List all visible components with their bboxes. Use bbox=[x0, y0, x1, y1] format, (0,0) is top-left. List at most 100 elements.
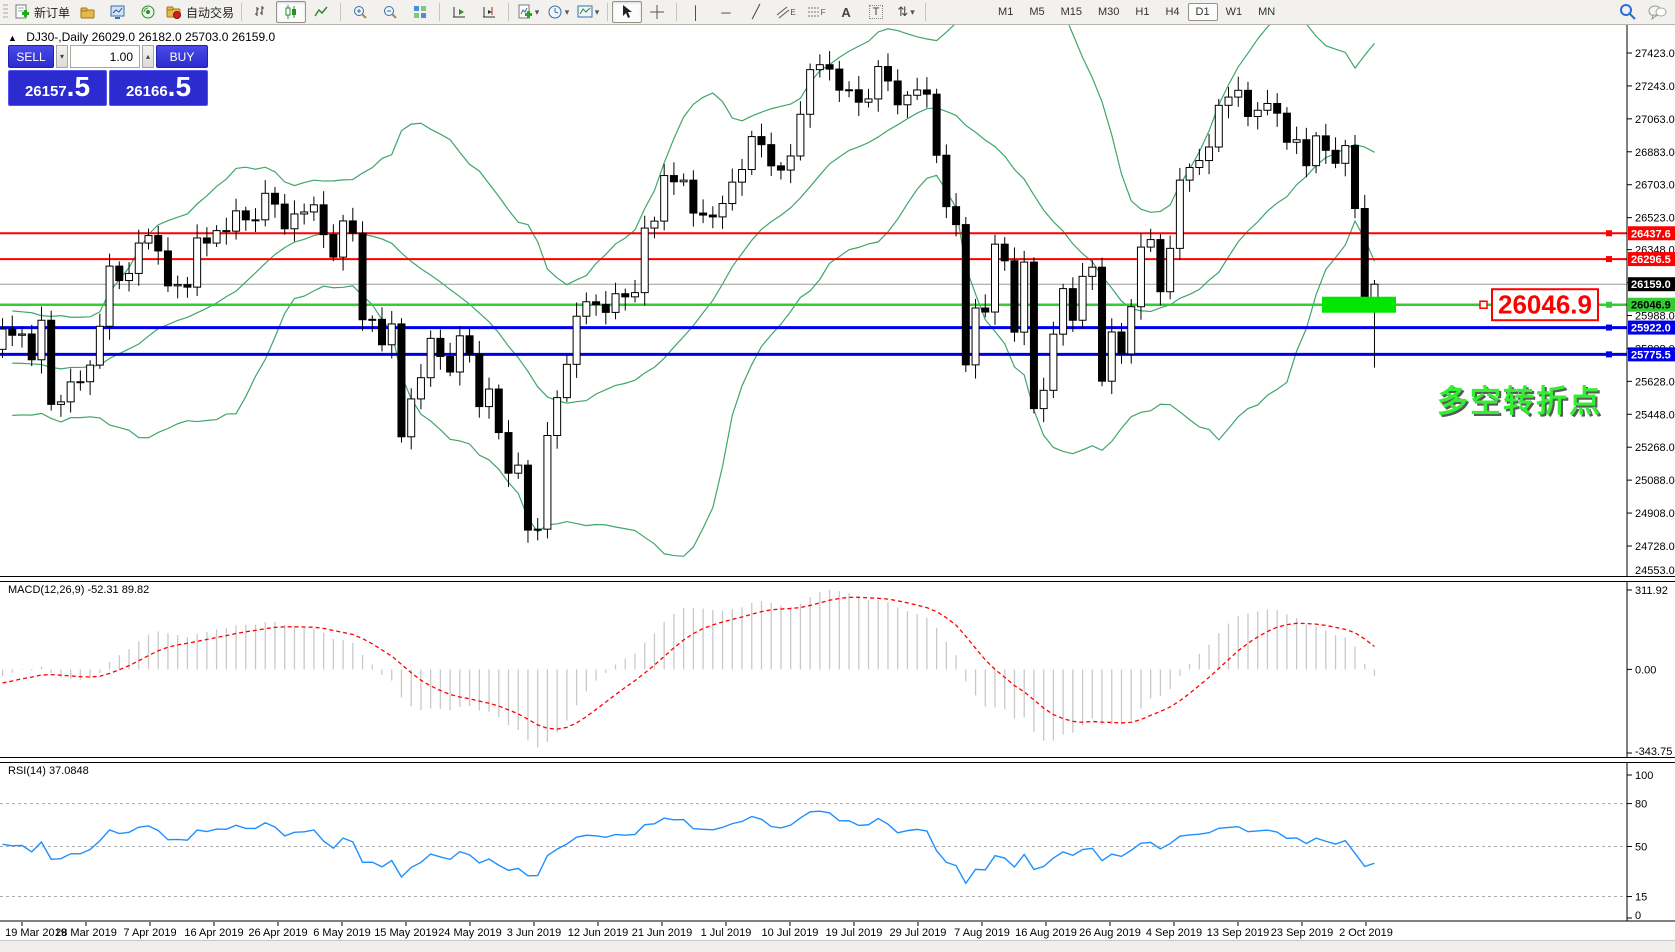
new-order-button[interactable]: 新订单 bbox=[11, 1, 73, 23]
cursor-tool-button[interactable] bbox=[612, 1, 643, 23]
buy-button[interactable]: BUY bbox=[156, 45, 208, 68]
candle bbox=[105, 265, 114, 327]
timeframe-m30[interactable]: M30 bbox=[1098, 6, 1120, 18]
line-selection-marker bbox=[1479, 300, 1488, 309]
collapse-panel-arrow-icon[interactable]: ▲ bbox=[8, 33, 17, 43]
candle bbox=[47, 319, 56, 405]
fibonacci-tool-button[interactable]: F bbox=[801, 1, 831, 23]
auto-scroll-button[interactable] bbox=[444, 1, 474, 23]
market-watch-button[interactable] bbox=[103, 1, 133, 23]
price-tick-label: 24728.0 bbox=[1635, 541, 1675, 553]
candle bbox=[358, 232, 367, 321]
line-selection-marker bbox=[1606, 256, 1612, 263]
rsi-axis-label: 100 bbox=[1635, 770, 1653, 782]
sell-price-main: 26157 bbox=[24, 83, 67, 100]
candle bbox=[942, 154, 951, 208]
candle bbox=[611, 293, 620, 313]
vertical-line-tool-button[interactable]: │ bbox=[681, 1, 711, 23]
candle bbox=[1214, 104, 1223, 148]
candle bbox=[183, 284, 192, 288]
price-tick-label: 26523.0 bbox=[1635, 213, 1675, 225]
market-watch-icon bbox=[110, 5, 125, 19]
timeframe-mn[interactable]: MN bbox=[1258, 6, 1276, 18]
timeframe-m15[interactable]: M15 bbox=[1060, 6, 1082, 18]
line-chart-button[interactable] bbox=[306, 1, 336, 23]
candle bbox=[173, 284, 182, 287]
text-label-tool-button[interactable]: T bbox=[861, 1, 891, 23]
ohlc-readout: 26029.0 26182.0 25703.0 26159.0 bbox=[91, 30, 276, 44]
toolbar-grip[interactable] bbox=[3, 4, 8, 20]
signals-icon bbox=[141, 5, 155, 19]
toolbar-separator bbox=[607, 3, 609, 21]
buy-price-display[interactable]: 26166 .5 bbox=[109, 70, 208, 106]
trendline-tool-button[interactable]: ╱ bbox=[741, 1, 771, 23]
pane-divider[interactable] bbox=[0, 757, 1675, 763]
tile-windows-button[interactable] bbox=[405, 1, 435, 23]
candlestick-chart-button[interactable] bbox=[276, 1, 307, 23]
date-tick-label: 1 Jul 2019 bbox=[701, 927, 752, 939]
candle bbox=[18, 333, 26, 336]
candle bbox=[796, 113, 805, 157]
candle bbox=[1341, 145, 1350, 164]
crosshair-tool-button[interactable] bbox=[642, 1, 672, 23]
horizontal-line-tool-button[interactable]: ─ bbox=[711, 1, 741, 23]
one-click-trading-panel: SELL ▾ ▴ BUY 26157 .5 26166 .5 bbox=[8, 45, 208, 106]
timeframe-w1[interactable]: W1 bbox=[1225, 6, 1243, 18]
candle bbox=[66, 381, 75, 403]
rsi-line bbox=[2, 810, 1375, 885]
zoom-in-button[interactable] bbox=[345, 1, 375, 23]
profiles-icon bbox=[80, 7, 95, 19]
candle bbox=[1000, 243, 1009, 262]
search-icon[interactable] bbox=[1619, 3, 1637, 21]
candle bbox=[436, 337, 445, 357]
rsi-pane[interactable]: 100 80 50 15 0 bbox=[0, 761, 1675, 922]
profiles-button[interactable] bbox=[73, 1, 103, 23]
chart-window[interactable]: ▲ DJ30-,Daily 26029.0 26182.0 25703.0 26… bbox=[0, 25, 1675, 940]
date-tick-label: 15 May 2019 bbox=[374, 927, 438, 939]
candle bbox=[212, 230, 221, 244]
candle bbox=[309, 204, 318, 213]
candle bbox=[339, 220, 348, 258]
main-price-pane[interactable]: 27423.0 27243.0 27063.0 26883.0 26703.0 26523… bbox=[0, 25, 1675, 576]
timeframe-m5[interactable]: M5 bbox=[1029, 6, 1045, 18]
channel-tool-button[interactable]: E bbox=[771, 1, 801, 23]
chart-shift-button[interactable] bbox=[474, 1, 504, 23]
pane-divider[interactable] bbox=[0, 576, 1675, 582]
volume-increase-button[interactable]: ▴ bbox=[142, 45, 154, 68]
candle bbox=[280, 203, 289, 230]
timeframe-d1[interactable]: D1 bbox=[1187, 3, 1218, 21]
date-tick-label: 24 May 2019 bbox=[438, 927, 502, 939]
fibonacci-letter: F bbox=[820, 7, 826, 17]
candle bbox=[718, 203, 727, 218]
macd-pane[interactable]: 311.92 0.00 -343.75 bbox=[0, 581, 1675, 757]
volume-input[interactable] bbox=[70, 45, 140, 68]
chat-icon[interactable] bbox=[1647, 4, 1667, 20]
periods-button[interactable]: ▾ bbox=[543, 1, 573, 23]
highlight-box[interactable] bbox=[1322, 296, 1396, 313]
candle bbox=[407, 398, 416, 438]
price-callout-box[interactable] bbox=[1491, 288, 1599, 322]
zoom-out-button[interactable] bbox=[375, 1, 405, 23]
arrows-tool-button[interactable]: ⇅ ▾ bbox=[891, 1, 921, 23]
volume-decrease-button[interactable]: ▾ bbox=[56, 45, 68, 68]
templates-icon bbox=[577, 5, 593, 18]
bar-chart-button[interactable] bbox=[246, 1, 276, 23]
candle bbox=[1253, 109, 1262, 117]
candle bbox=[1263, 102, 1272, 111]
timeframe-h4[interactable]: H4 bbox=[1165, 6, 1180, 18]
templates-button[interactable]: ▾ bbox=[573, 1, 603, 23]
text-tool-button[interactable]: A bbox=[831, 1, 861, 23]
signals-button[interactable] bbox=[133, 1, 163, 23]
timeframe-h1[interactable]: H1 bbox=[1135, 6, 1150, 18]
macd-axis-label: 0.00 bbox=[1635, 664, 1656, 676]
sell-price-display[interactable]: 26157 .5 bbox=[8, 70, 107, 106]
chart-annotation-text[interactable]: 多空转折点 bbox=[1437, 384, 1602, 419]
rsi-axis-label: 80 bbox=[1635, 799, 1647, 811]
timeframe-m1[interactable]: M1 bbox=[998, 6, 1014, 18]
autotrading-button[interactable]: 自动交易 bbox=[163, 1, 237, 23]
candle bbox=[845, 89, 854, 92]
indicators-button[interactable]: ▾ bbox=[513, 1, 543, 23]
sell-button[interactable]: SELL bbox=[8, 45, 54, 68]
candle bbox=[776, 165, 785, 171]
